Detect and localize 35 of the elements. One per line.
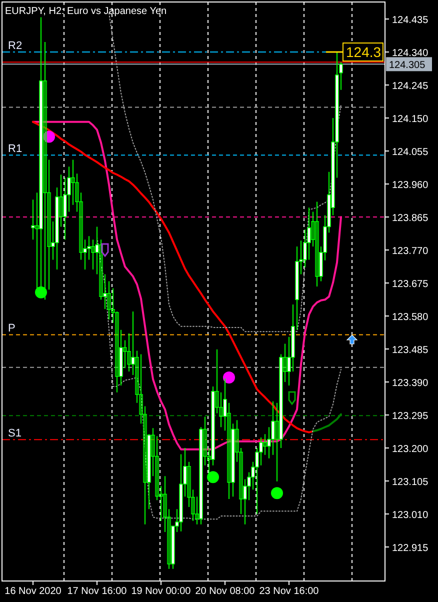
y-tick-label: 123.580 [392,312,429,323]
y-tick-label: 123.960 [392,180,429,191]
candlestick [315,201,319,287]
candlestick [263,434,267,456]
y-tick-label: 123.295 [392,410,429,422]
ref-line-label: S1 [8,428,22,440]
x-tick-label: 16 Nov 2020 [4,586,62,597]
x-tick-label: 17 Nov 16:00 [67,586,128,597]
point [207,471,219,484]
y-tick-label: 123.485 [392,344,429,356]
y-tick-label: 123.390 [392,378,429,389]
y-tick-label: 123.865 [392,213,429,224]
chart-title: EURJPY, H2: Euro vs Japanese Yen [5,6,167,17]
y-tick-label: 124.055 [392,147,429,158]
ref-line-label: P [8,322,16,335]
y-tick-label: 124.245 [392,81,429,92]
point [223,371,235,384]
x-tick-label: 23 Nov 16:00 [259,586,320,597]
y-tick-label: 123.675 [392,278,429,290]
x-tick-label: 19 Nov 00:00 [131,586,192,597]
y-tick-label: 123.010 [392,510,429,521]
y-tick-label: 123.105 [392,476,429,488]
y-tick-label: 123.200 [392,444,429,455]
annotation: 124.3 [346,44,382,60]
x-tick-label: 20 Nov 08:00 [195,586,256,597]
ref-line-label: 124.305 [389,60,426,72]
y-tick-label: 124.150 [392,114,429,126]
y-tick-label: 123.770 [392,246,429,257]
y-tick-label: 124.435 [392,15,429,26]
y-tick-label: 122.915 [392,542,429,554]
point [271,487,283,500]
ref-line-label: R1 [8,143,22,156]
y-tick-label: 124.340 [392,48,429,60]
candlestick [91,239,95,270]
ref-line-label: R2 [8,40,22,52]
